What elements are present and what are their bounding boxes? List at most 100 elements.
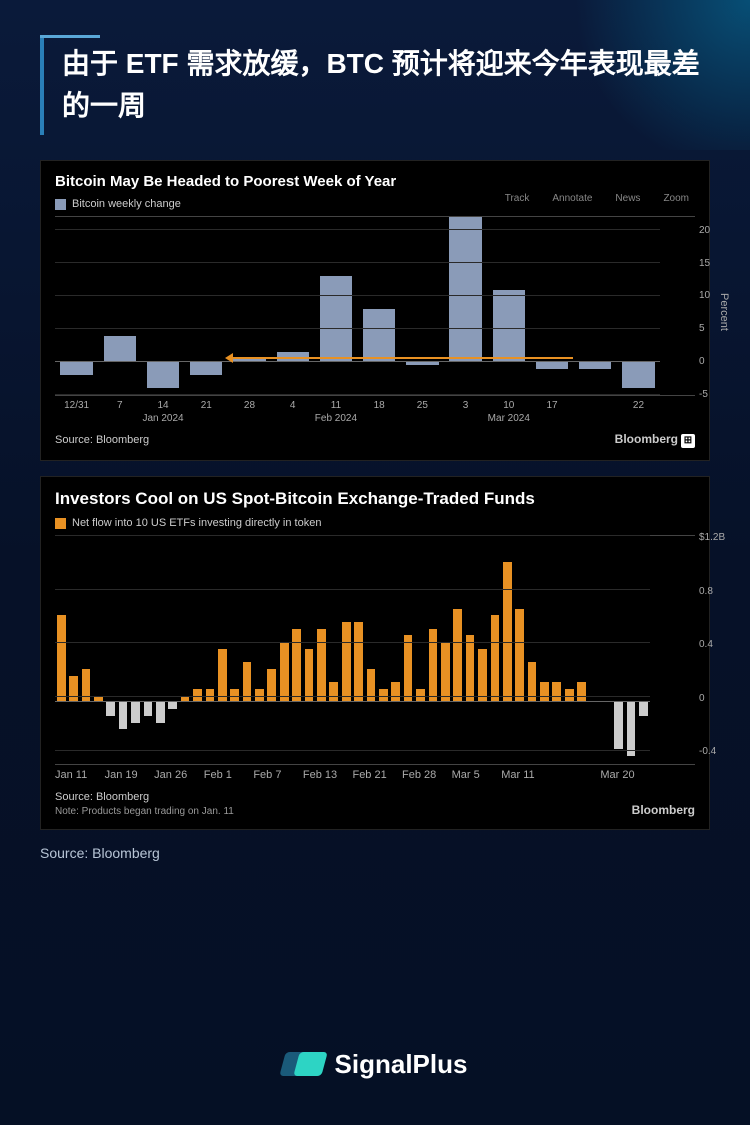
chart2-footer: Source: Bloomberg Note: Products began t… — [55, 791, 695, 817]
bar — [156, 702, 165, 722]
chart2-bars — [55, 536, 650, 764]
bar — [627, 702, 636, 756]
xtick: Feb 21 — [352, 769, 402, 781]
xtick: Mar 20 — [600, 769, 650, 781]
bloomberg-logo: Bloomberg⊞ — [615, 432, 695, 448]
chart1-legend-label: Bitcoin weekly change — [72, 198, 181, 210]
bar — [305, 649, 314, 703]
bar — [144, 702, 153, 715]
bar — [147, 362, 179, 388]
bar — [329, 682, 338, 702]
chart1-bars — [55, 217, 660, 395]
bar — [104, 336, 136, 362]
chart1-zero-line — [55, 361, 660, 362]
title-block: 由于 ETF 需求放缓，BTC 预计将迎来今年表现最差的一周 — [40, 35, 710, 135]
xtick: 3 — [444, 400, 487, 411]
bar — [367, 669, 376, 703]
xtick: Feb 7 — [253, 769, 303, 781]
bar — [453, 609, 462, 703]
chart2-source: Source: Bloomberg — [55, 791, 695, 803]
toolbar-news[interactable]: News — [604, 193, 640, 204]
toolbar-track[interactable]: Track — [494, 193, 530, 204]
bar — [363, 309, 395, 362]
chart1-x-months: Jan 2024Feb 2024Mar 2024 — [55, 413, 695, 424]
ytick: 20 — [699, 225, 710, 236]
main-container: 由于 ETF 需求放缓，BTC 预计将迎来今年表现最差的一周 Bitcoin M… — [0, 0, 750, 896]
bar — [391, 682, 400, 702]
chart2-plot-area: $1.2B0.80.40-0.4 — [55, 535, 695, 765]
bar — [429, 629, 438, 703]
xtick: 14 — [141, 400, 184, 411]
chart1-plot-area: 20151050-5 Percent — [55, 216, 695, 396]
xtick: Jan 26 — [154, 769, 204, 781]
bar — [466, 635, 475, 702]
xtick: Mar 11 — [501, 769, 551, 781]
ytick: $1.2B — [699, 532, 725, 543]
chart2-zero-line — [55, 701, 650, 702]
xtick: 12/31 — [55, 400, 98, 411]
xtick: Feb 1 — [204, 769, 254, 781]
bar — [441, 642, 450, 702]
ytick: 0.8 — [699, 586, 713, 597]
ytick: 15 — [699, 258, 710, 269]
chart-bitcoin-weekly: Bitcoin May Be Headed to Poorest Week of… — [40, 160, 710, 461]
bar — [267, 669, 276, 703]
bar — [60, 362, 92, 375]
bar — [218, 649, 227, 703]
xtick: Feb 13 — [303, 769, 353, 781]
bar — [540, 682, 549, 702]
chart1-y-label: Percent — [718, 293, 730, 331]
xtick: 21 — [185, 400, 228, 411]
bar — [493, 290, 525, 363]
chart1-toolbar[interactable]: Track Annotate News Zoom — [494, 193, 689, 204]
bar — [515, 609, 524, 703]
bar — [57, 615, 66, 702]
xtick: 28 — [228, 400, 271, 411]
bar — [614, 702, 623, 749]
bar — [406, 362, 438, 365]
ytick: 0 — [699, 693, 705, 704]
legend-swatch — [55, 518, 66, 529]
brand-name: SignalPlus — [335, 1049, 468, 1080]
xtick: 17 — [530, 400, 573, 411]
xtick: 10 — [487, 400, 530, 411]
xtick: Jan 11 — [55, 769, 105, 781]
bar — [317, 629, 326, 703]
bar — [579, 362, 611, 369]
chart2-note: Note: Products began trading on Jan. 11 — [55, 806, 234, 817]
chart2-legend-label: Net flow into 10 US ETFs investing direc… — [72, 517, 321, 529]
signalplus-icon — [283, 1048, 325, 1080]
page-title: 由于 ETF 需求放缓，BTC 预计将迎来今年表现最差的一周 — [62, 43, 710, 127]
xtick — [551, 769, 601, 781]
chart1-title: Bitcoin May Be Headed to Poorest Week of… — [55, 173, 695, 190]
toolbar-annotate[interactable]: Annotate — [541, 193, 592, 204]
xtick: 7 — [98, 400, 141, 411]
bloomberg-logo: Bloomberg — [632, 803, 695, 817]
bar — [106, 702, 115, 715]
bar — [82, 669, 91, 703]
xtick: Mar 5 — [452, 769, 502, 781]
ytick: 10 — [699, 290, 710, 301]
toolbar-zoom[interactable]: Zoom — [652, 193, 689, 204]
bar — [639, 702, 648, 715]
chart1-source-line: Source: Bloomberg Bloomberg⊞ — [55, 432, 695, 448]
bar — [536, 362, 568, 369]
bar — [449, 217, 481, 362]
bloomberg-badge-icon: ⊞ — [681, 434, 695, 448]
bar — [69, 676, 78, 703]
chart2-x-axis: Jan 11Jan 19Jan 26Feb 1Feb 7Feb 13Feb 21… — [55, 769, 695, 781]
bar — [168, 702, 177, 709]
bar — [131, 702, 140, 722]
bar — [354, 622, 363, 702]
ytick: 0 — [699, 356, 705, 367]
bar — [503, 562, 512, 703]
xtick: Jan 19 — [105, 769, 155, 781]
ytick: -5 — [699, 389, 708, 400]
chart1-arrow — [228, 357, 574, 359]
chart2-title: Investors Cool on US Spot-Bitcoin Exchan… — [55, 489, 695, 509]
legend-swatch — [55, 199, 66, 210]
xtick: 4 — [271, 400, 314, 411]
chart-etf-flows: Investors Cool on US Spot-Bitcoin Exchan… — [40, 476, 710, 830]
ytick: 0.4 — [699, 639, 713, 650]
xtick: 11 — [314, 400, 357, 411]
